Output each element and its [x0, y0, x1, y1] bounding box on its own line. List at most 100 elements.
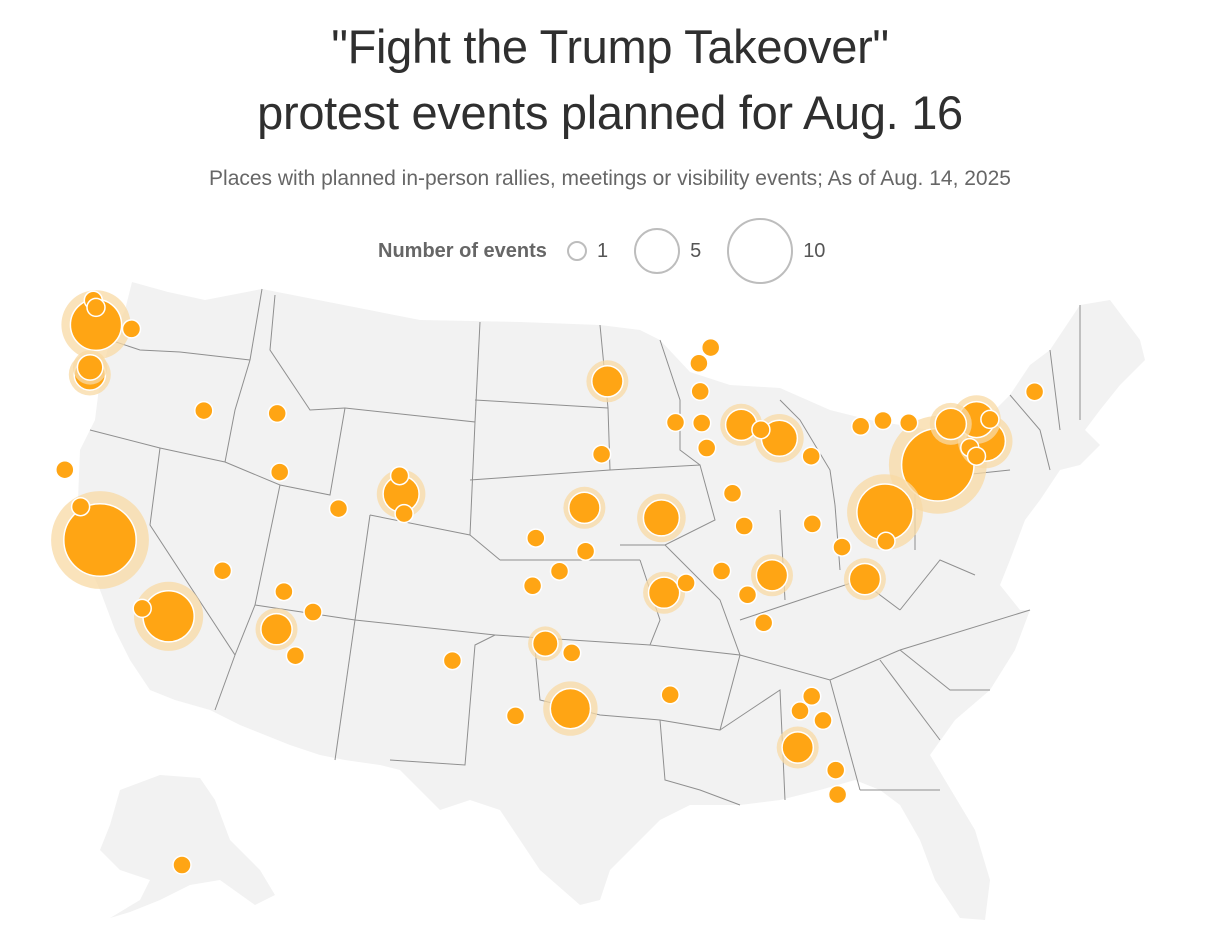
border-ne-co [469, 534, 501, 561]
event-marker[interactable] [76, 353, 104, 381]
event-marker[interactable] [898, 413, 919, 433]
event-marker[interactable] [753, 613, 774, 633]
event-marker[interactable] [260, 612, 293, 646]
event-marker[interactable] [737, 585, 758, 605]
event-marker[interactable] [642, 499, 681, 537]
event-marker[interactable] [802, 514, 823, 534]
border-ms-al [719, 689, 786, 801]
border-ca-nv [149, 447, 236, 711]
event-marker[interactable] [561, 643, 582, 663]
event-marker[interactable] [790, 701, 810, 721]
event-marker[interactable] [212, 560, 233, 581]
title-line-1: "Fight the Trump Takeover" [331, 20, 889, 73]
legend-circle-medium [634, 228, 681, 274]
border-mt-dakotas [474, 321, 481, 423]
event-marker[interactable] [63, 503, 137, 577]
event-marker[interactable] [55, 459, 75, 480]
event-marker[interactable] [1024, 381, 1045, 402]
border-nm-tx [389, 634, 496, 766]
event-marker[interactable] [676, 573, 696, 593]
event-marker[interactable] [781, 731, 815, 764]
event-marker[interactable] [86, 297, 106, 318]
event-marker[interactable] [751, 419, 771, 440]
event-marker[interactable] [980, 409, 1000, 430]
event-marker[interactable] [522, 576, 543, 596]
legend-title: Number of events [378, 239, 547, 262]
event-marker[interactable] [267, 403, 287, 424]
event-marker[interactable] [827, 784, 848, 805]
border-wa-or [109, 339, 251, 361]
border-al-ga [829, 679, 861, 791]
border-wa-id [249, 288, 263, 361]
event-marker[interactable] [568, 491, 601, 525]
event-marker[interactable] [813, 710, 833, 731]
event-marker[interactable] [142, 589, 195, 643]
event-marker[interactable] [647, 576, 681, 610]
event-marker[interactable] [711, 561, 732, 581]
event-marker[interactable] [832, 537, 852, 557]
legend-circle-large [727, 218, 794, 284]
legend-circle-small [566, 241, 587, 261]
chart-title: "Fight the Trump Takeover" protest event… [0, 14, 1220, 146]
legend-item-10: 10 [713, 218, 825, 284]
border-sd-ne [469, 469, 611, 481]
event-marker[interactable] [722, 483, 743, 504]
event-marker[interactable] [132, 598, 152, 619]
event-marker[interactable] [825, 760, 846, 780]
legend-label-10: 10 [803, 239, 826, 262]
event-marker[interactable] [591, 364, 624, 398]
event-marker[interactable] [934, 407, 968, 441]
event-marker[interactable] [700, 337, 721, 358]
border-tn [739, 649, 901, 681]
event-marker[interactable] [526, 528, 546, 548]
border-nc-sc [899, 649, 990, 691]
event-marker[interactable] [690, 381, 710, 402]
event-marker[interactable] [876, 531, 896, 552]
event-marker[interactable] [848, 562, 882, 596]
border-ks-ok [494, 634, 651, 646]
event-marker[interactable] [660, 685, 680, 705]
event-marker[interactable] [689, 353, 709, 374]
event-marker[interactable] [121, 319, 142, 339]
border-or-id [224, 359, 251, 463]
event-marker[interactable] [274, 581, 294, 602]
event-marker[interactable] [696, 438, 717, 458]
event-marker[interactable] [873, 410, 893, 431]
event-marker[interactable] [303, 602, 323, 622]
legend-label-1: 1 [596, 239, 609, 262]
event-marker[interactable] [505, 706, 526, 726]
title-line-2: protest events planned for Aug. 16 [257, 86, 963, 139]
event-marker[interactable] [194, 400, 214, 421]
event-marker[interactable] [442, 650, 463, 671]
event-marker[interactable] [850, 416, 871, 437]
event-marker[interactable] [724, 408, 758, 442]
event-marker[interactable] [801, 446, 821, 466]
border-va-nc [899, 609, 1031, 651]
border-or-nv [159, 447, 226, 463]
event-marker[interactable] [801, 686, 822, 707]
contiguous-us-land [78, 282, 1145, 920]
event-marker[interactable] [328, 498, 349, 519]
event-marker[interactable] [269, 462, 290, 482]
event-marker[interactable] [691, 413, 712, 433]
size-legend: Number of events 1 5 10 [378, 216, 837, 286]
border-nd-sd [474, 399, 609, 409]
event-marker[interactable] [591, 444, 612, 464]
border-la [659, 719, 741, 806]
event-marker[interactable] [549, 687, 592, 730]
event-marker[interactable] [734, 516, 754, 536]
event-marker[interactable] [966, 446, 987, 466]
event-marker[interactable] [172, 855, 192, 875]
border-ut-co [354, 514, 371, 621]
event-marker[interactable] [549, 561, 570, 581]
event-marker[interactable] [575, 541, 596, 561]
event-marker[interactable] [285, 645, 306, 666]
event-marker[interactable] [665, 412, 686, 433]
event-marker[interactable] [70, 496, 91, 517]
event-marker[interactable] [394, 503, 414, 524]
border-ia [609, 464, 716, 546]
event-marker[interactable] [755, 558, 789, 592]
event-marker[interactable] [389, 465, 410, 486]
event-marker[interactable] [531, 630, 559, 658]
